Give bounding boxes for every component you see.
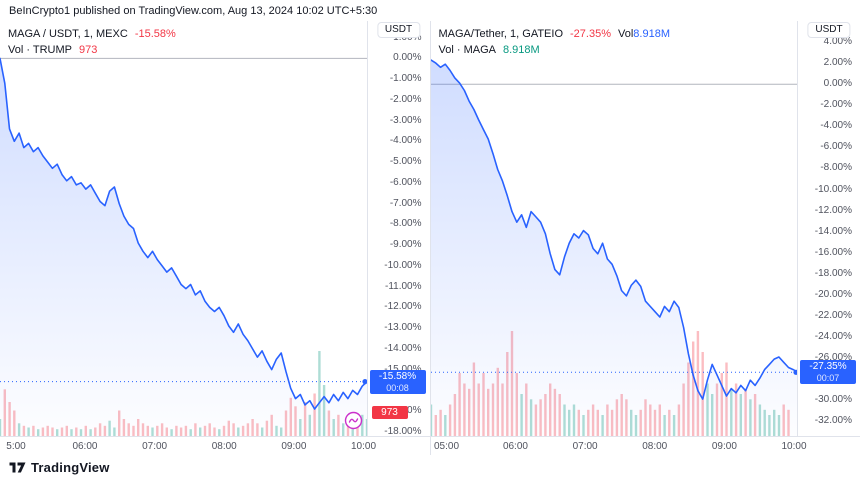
price-axis[interactable]: USDT -15.58% 00:08 973 1.00%0.00%-1.00%-… — [367, 21, 430, 437]
last-price-label: -27.35% 00:07 — [800, 360, 856, 385]
symbol-title[interactable]: MAGA/Tether, 1, GATEIO — [438, 28, 564, 40]
y-tick-label: -7.00% — [389, 197, 422, 209]
volume-axis-badge: 973 — [371, 406, 408, 420]
y-tick-label: -6.00% — [389, 176, 422, 188]
symbol-title[interactable]: MAGA / USDT, 1, MEXC — [8, 28, 128, 40]
y-tick-label: -32.00% — [814, 415, 852, 427]
vol-inline-value: 8.918M — [633, 28, 670, 40]
vol-row-value: 973 — [78, 44, 98, 56]
last-price-label: -15.58% 00:08 — [369, 369, 426, 394]
y-tick-label: -18.00% — [814, 267, 852, 279]
chart-legend: MAGA / USDT, 1, MEXC -15.58% Vol · TRUMP 9… — [8, 26, 183, 58]
change-percent: -27.35% — [570, 28, 611, 40]
x-tick-label: 08:00 — [211, 441, 237, 452]
price-axis[interactable]: USDT -27.35% 00:07 4.00% 2.00% 0.00% -2.00%… — [798, 21, 860, 437]
y-tick-label: -12.00% — [384, 301, 422, 313]
x-tick-label: 07:00 — [572, 441, 598, 452]
x-tick-label: 06:00 — [502, 441, 528, 452]
vol-row-label: Vol · MAGA — [438, 44, 496, 56]
bar-countdown: 00:07 — [816, 373, 840, 384]
y-tick-label: -2.00% — [389, 93, 422, 105]
y-tick-label: -26.00% — [814, 352, 852, 364]
y-tick-label: -16.00% — [814, 246, 852, 258]
y-tick-label: -12.00% — [814, 204, 852, 216]
x-tick-label: 09:00 — [281, 441, 307, 452]
y-tick-label: -4.00% — [389, 135, 422, 147]
y-tick-label: -9.00% — [389, 239, 422, 251]
tradingview-footer[interactable]: TradingView — [0, 455, 860, 479]
y-tick-label: -14.00% — [814, 225, 852, 237]
y-tick-label: -1.00% — [389, 73, 422, 85]
y-tick-label: 4.00% — [823, 36, 852, 48]
y-tick-label: -10.00% — [814, 183, 852, 195]
tradingview-brand-text: TradingView — [31, 459, 110, 475]
time-axis[interactable]: 05:00 06:00 07:00 08:00 09:00 10:00 — [431, 437, 807, 455]
vol-inline-label: Vol — [618, 28, 634, 40]
y-tick-label: -15.00% — [384, 364, 421, 375]
price-chart-canvas[interactable] — [430, 21, 798, 436]
y-tick-label: -5.00% — [389, 156, 422, 168]
last-price-value: -27.35% — [809, 361, 847, 373]
bar-countdown: 00:08 — [386, 382, 409, 393]
x-tick-label: 09:00 — [711, 441, 737, 452]
y-tick-label: -30.00% — [814, 394, 852, 406]
change-percent: -15.58% — [134, 28, 176, 40]
x-tick-label: 10:00 — [351, 441, 377, 452]
y-tick-label: -18.00% — [384, 425, 422, 437]
y-tick-label: -2.00% — [820, 99, 852, 111]
charts-row: MAGA / USDT, 1, MEXC -15.58% Vol · TRUMP 9… — [0, 21, 860, 455]
publish-header: BeInCrypto1 published on TradingView.com… — [0, 0, 860, 21]
x-tick-label: 08:00 — [642, 441, 668, 452]
y-tick-label: 0.00% — [823, 78, 852, 90]
axis-currency-button[interactable]: USDT — [807, 22, 851, 38]
y-tick-label: -10.00% — [384, 259, 422, 271]
y-tick-label: -3.00% — [389, 114, 422, 126]
y-tick-label: -13.00% — [384, 322, 422, 334]
x-tick-label: 5:00 — [6, 441, 26, 452]
publish-header-text: BeInCrypto1 published on TradingView.com… — [9, 4, 378, 17]
time-axis[interactable]: 5:00 06:00 07:00 08:00 09:00 10:00 — [0, 437, 376, 455]
y-tick-label: -20.00% — [814, 288, 852, 300]
last-price-value: -15.58% — [378, 370, 417, 382]
y-tick-label: 0.00% — [393, 52, 422, 64]
x-tick-label: 10:00 — [781, 441, 807, 452]
chart-legend: MAGA/Tether, 1, GATEIO -27.35% Vol8.918M V… — [439, 26, 671, 58]
y-tick-label: -24.00% — [814, 330, 852, 342]
plot-area[interactable]: MAGA / USDT, 1, MEXC -15.58% Vol · TRUMP 9… — [0, 21, 368, 437]
event-badge-icon[interactable] — [344, 411, 363, 430]
chart-panel-gateio: MAGA/Tether, 1, GATEIO -27.35% Vol8.918M V… — [429, 21, 860, 455]
price-chart-canvas[interactable] — [0, 21, 367, 436]
y-tick-label: -11.00% — [384, 280, 422, 292]
chart-panel-mexc: MAGA / USDT, 1, MEXC -15.58% Vol · TRUMP 9… — [0, 21, 430, 455]
axis-currency-button[interactable]: USDT — [376, 22, 421, 38]
y-tick-label: -6.00% — [820, 141, 852, 153]
y-tick-label: -8.00% — [389, 218, 422, 230]
plot-area[interactable]: MAGA/Tether, 1, GATEIO -27.35% Vol8.918M V… — [430, 21, 798, 437]
vol-row-label: Vol · TRUMP — [8, 44, 72, 56]
y-tick-label: -4.00% — [820, 120, 852, 132]
y-tick-label: -22.00% — [814, 309, 852, 321]
x-tick-label: 05:00 — [433, 441, 460, 452]
y-tick-label: -8.00% — [820, 162, 852, 174]
tradingview-logo-icon — [9, 462, 26, 472]
x-tick-label: 06:00 — [72, 441, 98, 452]
vol-row-value: 8.918M — [502, 44, 540, 56]
y-tick-label: 2.00% — [823, 57, 852, 69]
y-tick-label: -14.00% — [384, 342, 422, 354]
x-tick-label: 07:00 — [142, 441, 168, 452]
